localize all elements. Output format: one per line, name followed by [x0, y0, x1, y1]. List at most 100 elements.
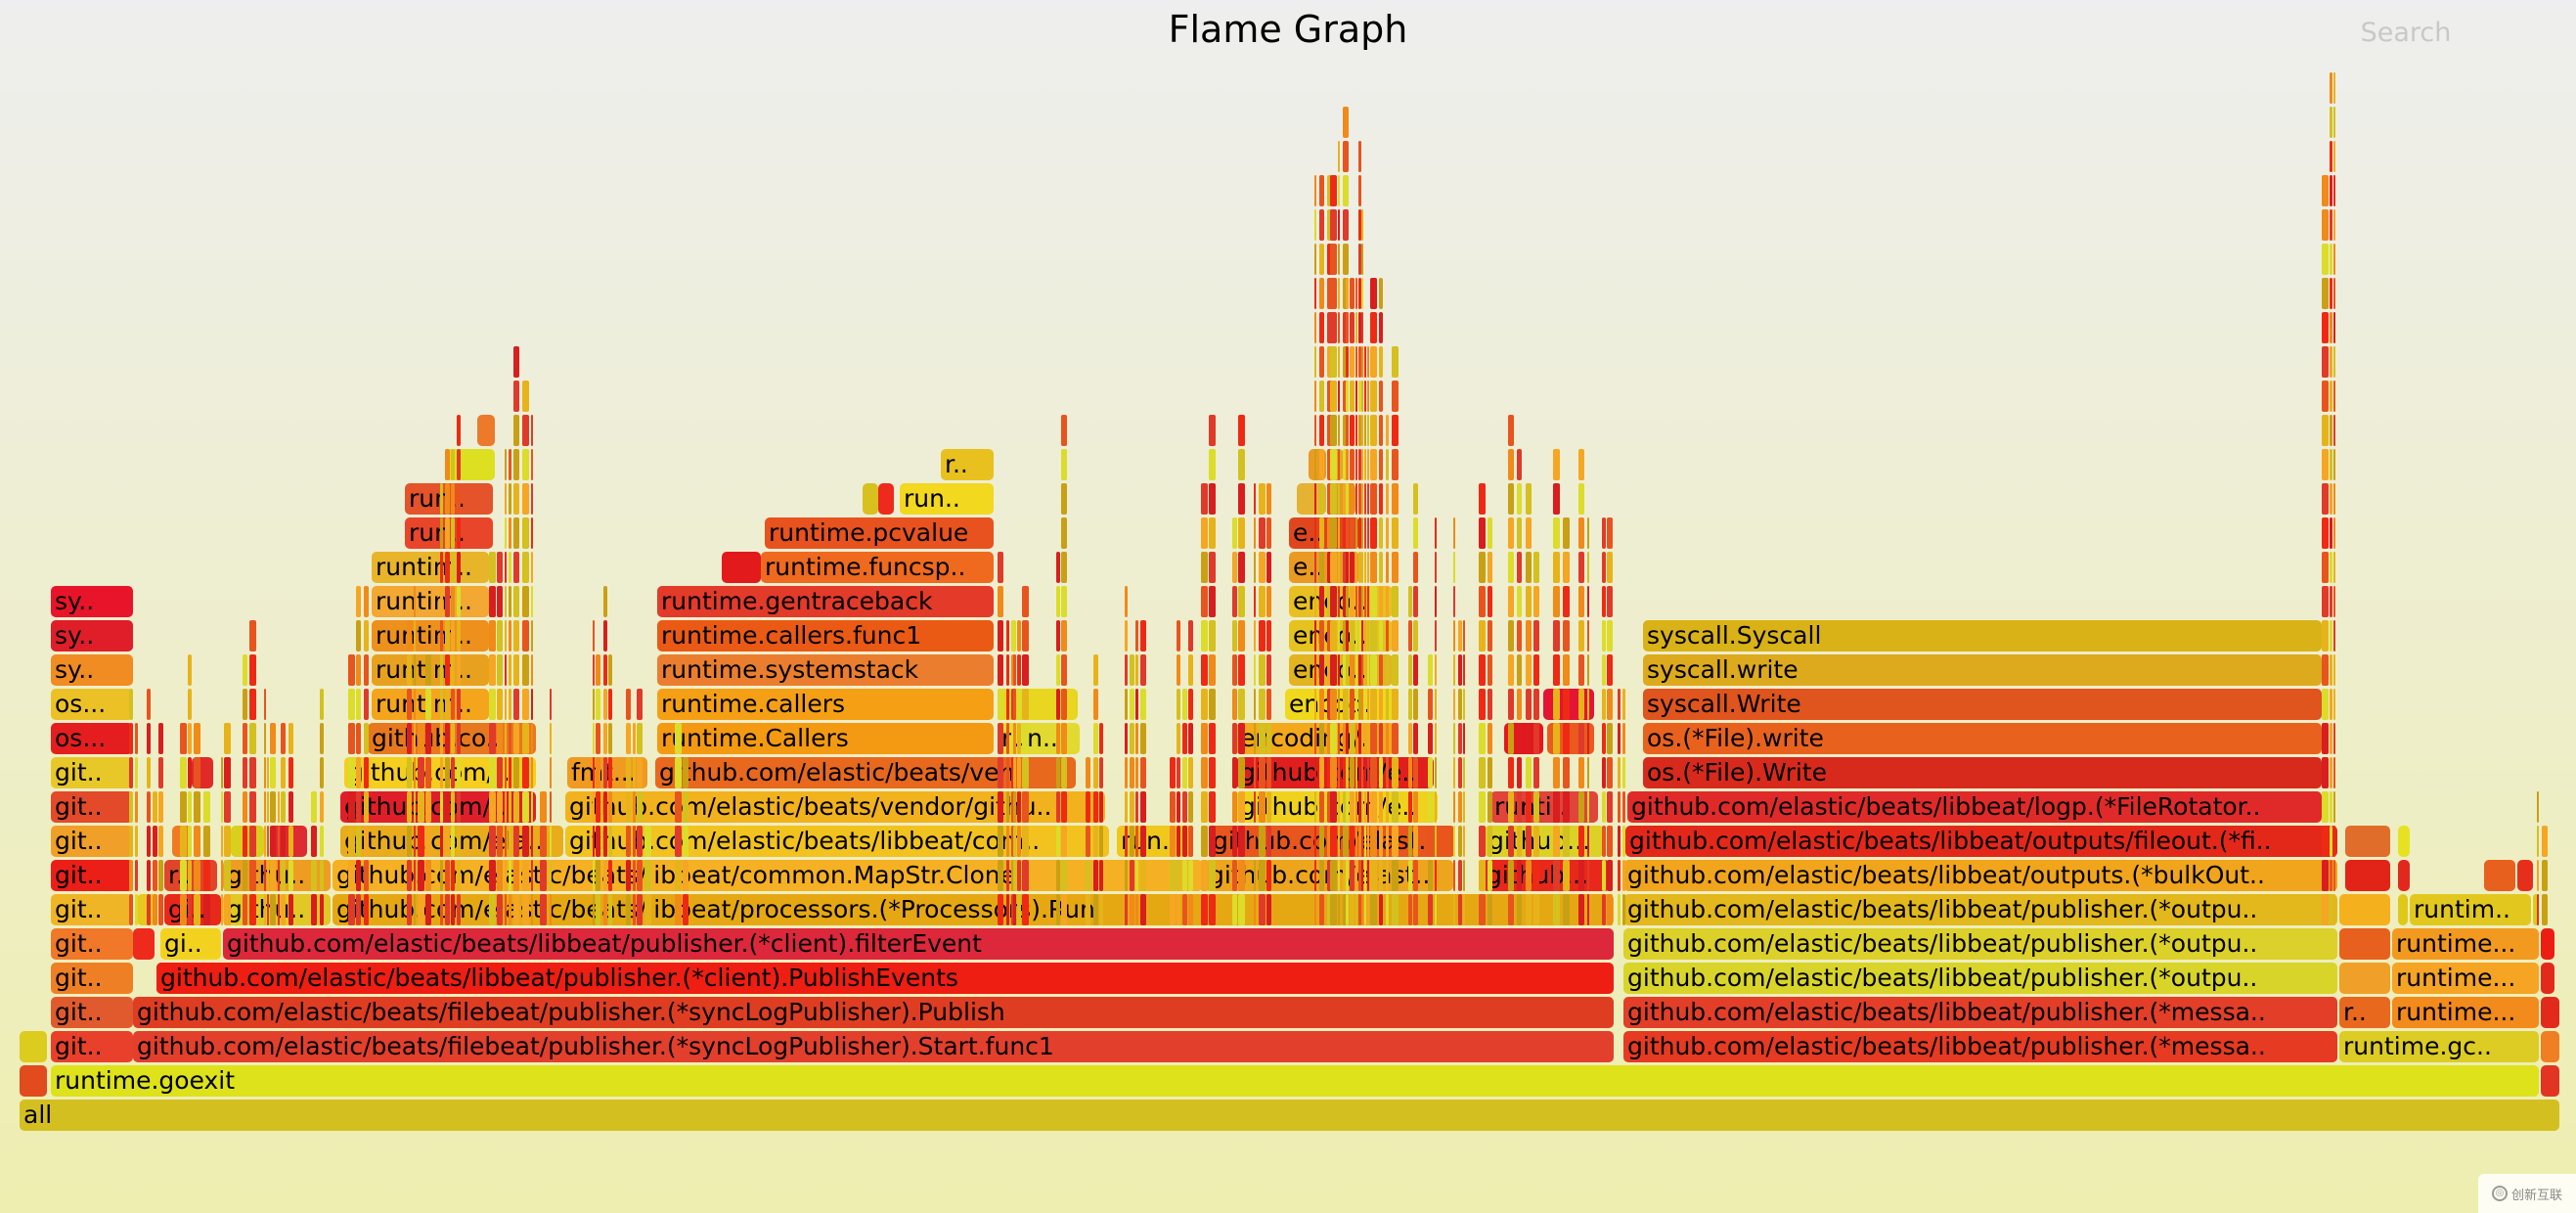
flame-frame-sliver[interactable]: [1533, 860, 1539, 891]
flame-frame-sliver[interactable]: [522, 723, 529, 754]
flame-frame-sliver[interactable]: [1022, 894, 1029, 925]
flame-frame-sliver[interactable]: [1526, 586, 1532, 617]
flame-frame-sliver[interactable]: [1201, 586, 1208, 617]
flame-frame-sliver[interactable]: [513, 860, 519, 891]
flame-frame-sliver[interactable]: [2322, 346, 2329, 378]
flame-frame[interactable]: [231, 826, 264, 857]
flame-frame-sliver[interactable]: [1327, 757, 1332, 788]
flame-frame-sliver[interactable]: [1392, 483, 1399, 515]
flame-frame-sliver[interactable]: [1182, 689, 1187, 720]
flame-frame-sliver[interactable]: [356, 860, 361, 891]
flame-frame-sliver[interactable]: [1435, 826, 1437, 857]
flame-frame-sliver[interactable]: [1209, 654, 1216, 686]
flame-frame-sliver[interactable]: [1413, 517, 1418, 549]
flame-frame-sliver[interactable]: [1517, 723, 1522, 754]
flame-frame-sliver[interactable]: [1188, 620, 1193, 651]
flame-frame-sliver[interactable]: [2330, 517, 2332, 549]
flame-frame-sliver[interactable]: [644, 860, 651, 891]
flame-frame-sliver[interactable]: [509, 620, 511, 651]
flame-frame-sliver[interactable]: [1517, 791, 1522, 823]
flame-frame-sliver[interactable]: [1319, 552, 1324, 583]
flame-frame-sliver[interactable]: [489, 791, 496, 823]
flame-frame-sliver[interactable]: [1508, 826, 1514, 857]
flame-frame-sliver[interactable]: [1479, 723, 1486, 754]
flame-frame-sliver[interactable]: [1343, 107, 1349, 138]
flame-frame-sliver[interactable]: [1622, 757, 1625, 788]
flame-frame-sliver[interactable]: [249, 757, 256, 788]
flame-frame-sliver[interactable]: [457, 689, 461, 720]
flame-frame-sliver[interactable]: [603, 620, 607, 651]
flame-frame-sliver[interactable]: [1188, 791, 1193, 823]
flame-frame-sliver[interactable]: [1379, 483, 1383, 515]
flame-frame-sliver[interactable]: [289, 723, 293, 754]
flame-frame-sliver[interactable]: [147, 723, 151, 754]
flame-frame-sliver[interactable]: [1413, 552, 1418, 583]
flame-frame-sliver[interactable]: [1099, 826, 1103, 857]
flame-frame-sliver[interactable]: [1266, 620, 1271, 651]
flame-frame-sliver[interactable]: [1392, 620, 1399, 651]
flame-frame-sliver[interactable]: [531, 826, 533, 857]
flame-frame-sliver[interactable]: [1364, 757, 1366, 788]
flame-frame-sliver[interactable]: [1553, 449, 1560, 480]
flame-frame-sliver[interactable]: [522, 826, 529, 857]
flame-frame[interactable]: github.com/elastic/beats/libbeat/publish…: [156, 963, 1614, 994]
flame-frame-sliver[interactable]: [194, 791, 200, 823]
flame-frame-sliver[interactable]: [1330, 312, 1337, 343]
flame-frame-sliver[interactable]: [1508, 552, 1514, 583]
flame-frame-sliver[interactable]: [457, 586, 461, 617]
flame-frame-sliver[interactable]: [1350, 654, 1355, 686]
flame-frame-sliver[interactable]: [278, 860, 280, 891]
flame-frame-sliver[interactable]: [1553, 517, 1560, 549]
flame-frame-sliver[interactable]: [1413, 757, 1418, 788]
flame-frame-sliver[interactable]: [497, 791, 503, 823]
flame-frame-sliver[interactable]: [1458, 894, 1462, 925]
flame-frame-sliver[interactable]: [1553, 654, 1560, 686]
flame-frame-sliver[interactable]: [1563, 517, 1570, 549]
flame-frame-sliver[interactable]: [1508, 483, 1514, 515]
flame-frame-sliver[interactable]: [1259, 757, 1266, 788]
flame-frame-sliver[interactable]: [998, 791, 1003, 823]
flame-frame[interactable]: [20, 1065, 47, 1097]
flame-frame-sliver[interactable]: [1013, 689, 1016, 720]
flame-frame-sliver[interactable]: [2322, 381, 2329, 412]
flame-frame-sliver[interactable]: [1379, 860, 1383, 891]
flame-frame-sliver[interactable]: [1266, 586, 1271, 617]
flame-frame-sliver[interactable]: [414, 860, 416, 891]
flame-frame[interactable]: git..: [51, 928, 133, 960]
flame-frame-sliver[interactable]: [445, 826, 450, 857]
flame-frame-sliver[interactable]: [1232, 654, 1237, 686]
flame-frame-sliver[interactable]: [1587, 723, 1589, 754]
flame-frame-sliver[interactable]: [1238, 860, 1245, 891]
flame-frame-sliver[interactable]: [1209, 826, 1216, 857]
flame-frame-sliver[interactable]: [194, 894, 200, 925]
flame-frame-sliver[interactable]: [1479, 620, 1486, 651]
flame-frame-sliver[interactable]: [1563, 860, 1570, 891]
flame-frame-sliver[interactable]: [1056, 689, 1060, 720]
flame-frame-sliver[interactable]: [1330, 586, 1337, 617]
flame-frame-sliver[interactable]: [637, 894, 643, 925]
flame-frame-sliver[interactable]: [1343, 209, 1349, 241]
flame-frame-sliver[interactable]: [1370, 346, 1377, 378]
flame-frame-sliver[interactable]: [129, 860, 133, 891]
flame-frame-sliver[interactable]: [1327, 415, 1332, 446]
flame-frame-sliver[interactable]: [1355, 586, 1357, 617]
flame-frame-sliver[interactable]: [1006, 791, 1009, 823]
flame-frame-sliver[interactable]: [1338, 689, 1340, 720]
flame-frame-sliver[interactable]: [1319, 826, 1324, 857]
flame-frame-sliver[interactable]: [522, 757, 529, 788]
flame-frame-sliver[interactable]: [1086, 894, 1090, 925]
flame-frame-sliver[interactable]: [550, 860, 552, 891]
flame-frame-sliver[interactable]: [1130, 689, 1134, 720]
flame-frame-sliver[interactable]: [320, 791, 324, 823]
flame-frame-sliver[interactable]: [1408, 723, 1412, 754]
flame-frame[interactable]: runtime...: [2392, 997, 2539, 1028]
flame-frame-sliver[interactable]: [135, 757, 138, 788]
flame-frame-sliver[interactable]: [1013, 860, 1016, 891]
flame-frame-sliver[interactable]: [2330, 723, 2332, 754]
flame-frame[interactable]: sy..: [51, 620, 133, 651]
flame-frame-sliver[interactable]: [1379, 517, 1383, 549]
flame-frame-sliver[interactable]: [1201, 517, 1208, 549]
flame-frame-sliver[interactable]: [489, 894, 496, 925]
flame-frame-sliver[interactable]: [348, 723, 355, 754]
flame-frame-sliver[interactable]: [414, 791, 416, 823]
